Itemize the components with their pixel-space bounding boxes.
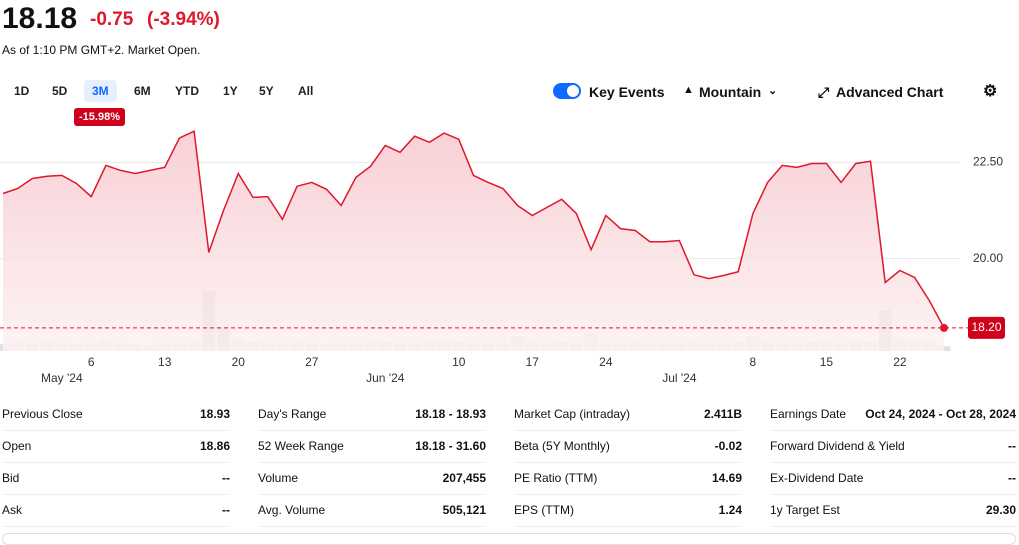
stat-label: 52 Week Range [258, 439, 344, 453]
stat-value: -- [222, 503, 230, 517]
last-label: 18.20 [971, 320, 1001, 334]
x-day-label: 17 [526, 355, 540, 369]
x-day-label: 15 [820, 355, 834, 369]
stat-label: Market Cap (intraday) [514, 407, 631, 421]
change-pct: (-3.94%) [147, 9, 220, 30]
stat-row: Volume 207,455 [258, 462, 486, 495]
stat-row: PE Ratio (TTM) 14.69 [514, 462, 742, 495]
stat-value: 207,455 [442, 471, 486, 485]
key-events[interactable]: Key Events [589, 84, 665, 100]
stat-row: Day's Range 18.18 - 18.93 [258, 398, 486, 431]
area [3, 131, 944, 351]
stat-value: -0.02 [714, 439, 742, 453]
stat-label: Bid [2, 471, 20, 485]
stat-value: Oct 24, 2024 - Oct 28, 2024 [865, 407, 1016, 421]
x-day-label: 8 [750, 355, 757, 369]
stat-label: Forward Dividend & Yield [770, 439, 905, 453]
stat-row: Bid -- [2, 462, 230, 495]
chart-type[interactable]: Mountain [699, 84, 762, 100]
stat-row: Earnings Date Oct 24, 2024 - Oct 28, 2024 [770, 398, 1016, 431]
stat-row: Avg. Volume 505,121 [258, 494, 486, 527]
y-tick-label: 22.50 [973, 155, 1003, 169]
line [2, 130, 945, 329]
as-of: As of 1:10 PM GMT+2. Market Open. [2, 43, 201, 57]
range-button[interactable]: 1Y [223, 84, 238, 98]
stat-value: 18.86 [199, 439, 230, 453]
stat-row: Beta (5Y Monthly) -0.02 [514, 430, 742, 463]
last-label-bg [968, 316, 1005, 339]
stat-row: Forward Dividend & Yield -- [770, 430, 1016, 463]
stat-value: -- [1008, 471, 1016, 485]
stat-value: -- [222, 471, 230, 485]
stat-label: Day's Range [258, 407, 327, 421]
x-month-label: Jul '24 [662, 371, 697, 385]
stat-value: 18.93 [199, 407, 230, 421]
stat-row: EPS (TTM) 1.24 [514, 494, 742, 527]
range-button[interactable]: 6M [134, 84, 151, 98]
stat-value: 1.24 [718, 503, 742, 517]
range-button[interactable]: 5Y [259, 84, 274, 98]
range-button[interactable]: 1D [14, 84, 30, 98]
x-day-label: 22 [893, 355, 907, 369]
stat-label: Earnings Date [770, 407, 847, 421]
stat-label: Beta (5Y Monthly) [514, 439, 610, 453]
chart: 20.00 22.50 18.20 6 13 20 27 10 17 24 8 15 22 May '24… [0, 130, 1005, 385]
x-month-label: May '24 [41, 371, 83, 385]
y-tick-label: 20.00 [973, 251, 1003, 265]
stat-label: PE Ratio (TTM) [514, 471, 598, 485]
x-day-label: 27 [305, 355, 319, 369]
stat-row: Ask -- [2, 494, 230, 527]
x-day-label: 13 [158, 355, 172, 369]
range-button[interactable]: All [298, 84, 314, 98]
stat-label: Volume [258, 471, 299, 485]
stat-row: Open 18.86 [2, 430, 230, 463]
advanced-chart[interactable]: Advanced Chart [836, 84, 944, 100]
stat-value: 505,121 [442, 503, 486, 517]
x-day-label: 20 [232, 355, 246, 369]
caret: ⌄ [768, 85, 778, 97]
range-button[interactable]: YTD [175, 84, 199, 98]
stat-value: 18.18 - 31.60 [415, 439, 486, 453]
stat-label: Avg. Volume [258, 503, 326, 517]
range-button[interactable]: 5D [52, 84, 68, 98]
x-day-label: 24 [599, 355, 613, 369]
price: 18.18 [2, 2, 78, 35]
last-point [940, 323, 948, 332]
stat-value: 18.18 - 18.93 [415, 407, 486, 421]
toggle[interactable] [553, 83, 581, 99]
toggle-knob [567, 85, 579, 97]
stat-row: 52 Week Range 18.18 - 31.60 [258, 430, 486, 463]
x-day-label: 6 [88, 355, 95, 369]
change: -0.75 [90, 9, 134, 30]
stat-label: Previous Close [2, 407, 83, 421]
stat-value: 29.30 [985, 503, 1016, 517]
stat-label: Ask [2, 503, 23, 517]
bottom-card [2, 533, 1016, 545]
stat-row: Ex-Dividend Date -- [770, 462, 1016, 495]
expand-icon: ⤢ [818, 84, 830, 100]
range-button[interactable]: 3M [84, 80, 117, 102]
x-month-label: Jun '24 [366, 371, 405, 385]
mountain-icon: ▲ [683, 84, 694, 96]
stat-value: -- [1008, 439, 1016, 453]
stat-label: EPS (TTM) [514, 503, 574, 517]
stat-row: Previous Close 18.93 [2, 398, 230, 431]
stat-value: 14.69 [711, 471, 742, 485]
stat-row: Market Cap (intraday) 2.411B [514, 398, 742, 431]
settings[interactable]: ⚙ [983, 83, 998, 100]
stat-value: 2.411B [703, 407, 742, 421]
stat-label: Ex-Dividend Date [770, 471, 864, 485]
range-change: -15.98% [74, 108, 125, 126]
stat-label: Open [2, 439, 32, 453]
stat-label: 1y Target Est [770, 503, 840, 517]
x-day-label: 10 [452, 355, 466, 369]
stat-row: 1y Target Est 29.30 [770, 494, 1016, 527]
